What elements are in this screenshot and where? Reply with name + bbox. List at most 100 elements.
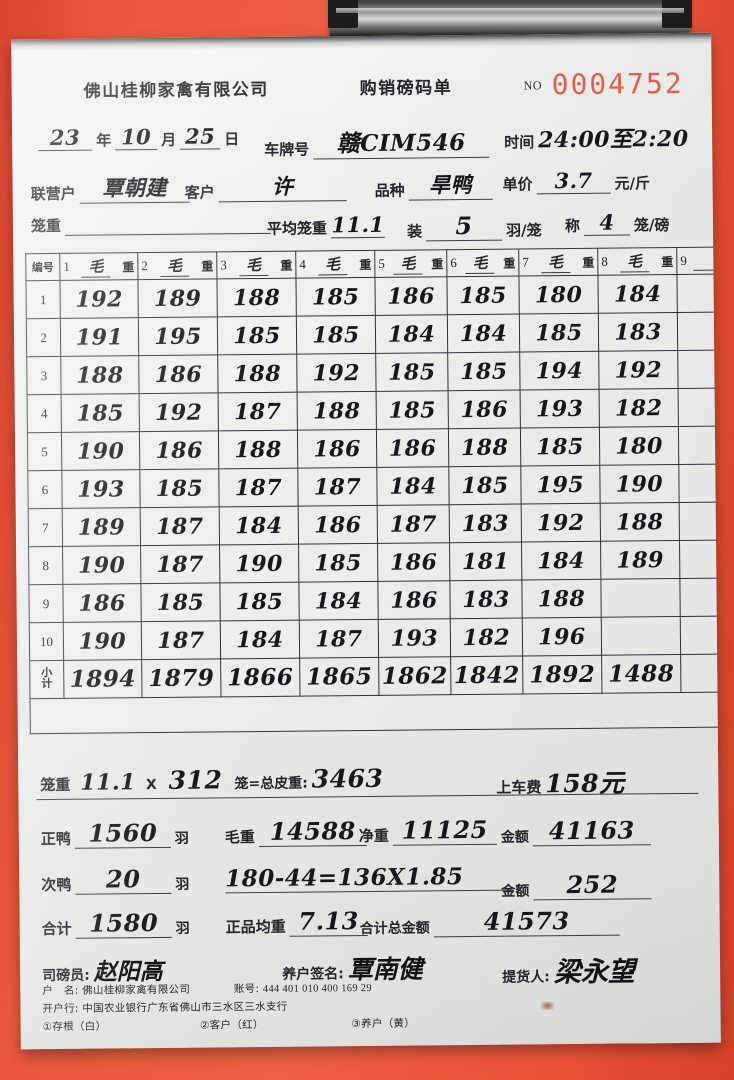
weight-cell[interactable]: 194	[519, 351, 600, 391]
weight-cell[interactable]: 184	[376, 466, 450, 506]
weight-cell[interactable]: 185	[375, 352, 449, 392]
time-value[interactable]: 24:00至2:20	[538, 125, 689, 154]
weight-cell[interactable]: 190	[61, 431, 140, 471]
avg-cage-value[interactable]: 11.1	[330, 211, 386, 239]
weight-cell[interactable]: 190	[219, 544, 299, 583]
table-empty-cell[interactable]	[29, 691, 721, 734]
weight-cell[interactable]: 180	[599, 426, 679, 466]
weight-cell[interactable]: 185	[61, 393, 140, 433]
weight-cell[interactable]: 193	[520, 389, 600, 429]
weight-cell[interactable]	[600, 578, 681, 618]
weight-cell[interactable]: 190	[62, 545, 141, 585]
weight-cell[interactable]: 188	[218, 430, 298, 469]
date-day-value[interactable]: 25	[180, 123, 221, 150]
grand-total-value[interactable]: 41573	[433, 905, 620, 938]
weight-cell[interactable]: 192	[598, 350, 679, 390]
partner-value[interactable]: 覃朝建	[79, 171, 190, 204]
weight-cell[interactable]: 187	[299, 619, 379, 659]
weight-cell[interactable]: 192	[296, 353, 377, 393]
weight-cell[interactable]: 185	[219, 582, 300, 621]
weight-cell[interactable]: 185	[376, 390, 449, 430]
weight-cell[interactable]: 184	[597, 274, 678, 314]
date-month-value[interactable]: 10	[115, 123, 158, 151]
weight-cell[interactable]: 195	[520, 465, 601, 505]
weight-cell[interactable]: 191	[60, 317, 139, 357]
weight-cell[interactable]: 184	[375, 314, 448, 354]
plate-value[interactable]: 赣CIM546	[313, 122, 490, 160]
weight-cell[interactable]: 186	[297, 429, 377, 469]
cage-unit-weight[interactable]: 11.1	[80, 769, 137, 796]
weight-cell[interactable]	[678, 425, 721, 465]
receiver-signature[interactable]: 梁永望	[553, 956, 635, 989]
weight-cell[interactable]: 183	[598, 312, 678, 352]
good-duck-value[interactable]: 1560	[74, 817, 171, 849]
weight-cell[interactable]: 185	[140, 582, 221, 622]
weight-cell[interactable]: 189	[137, 278, 218, 318]
weight-cell[interactable]: 188	[448, 428, 521, 467]
weigh-value[interactable]: 4	[583, 209, 631, 236]
weight-cell[interactable]: 181	[449, 542, 522, 581]
weight-cell[interactable]: 180	[518, 275, 599, 315]
weight-cell[interactable]: 187	[297, 467, 378, 507]
weight-cell[interactable]: 185	[446, 276, 520, 315]
price-value[interactable]: 3.7	[536, 167, 611, 195]
amount-value[interactable]: 41163	[532, 815, 651, 847]
load-value[interactable]: 5	[425, 210, 503, 242]
weight-cell[interactable]: 192	[521, 503, 601, 543]
weight-cell[interactable]: 185	[296, 315, 376, 355]
weight-cell[interactable]: 186	[376, 428, 449, 468]
weight-cell[interactable]: 189	[62, 507, 141, 547]
weight-cell[interactable]: 186	[377, 542, 450, 582]
weight-cell[interactable]: 186	[374, 276, 448, 316]
weight-cell[interactable]: 187	[140, 506, 220, 546]
weight-cell[interactable]	[679, 501, 721, 541]
weight-cell[interactable]: 196	[522, 617, 602, 657]
weight-cell[interactable]: 190	[599, 464, 680, 504]
net-value[interactable]: 11125	[392, 814, 497, 846]
weight-cell[interactable]: 186	[298, 505, 378, 545]
weight-cell[interactable]	[678, 463, 721, 503]
weight-cell[interactable]: 187	[218, 468, 299, 507]
date-year-value[interactable]: 23	[37, 124, 93, 152]
weight-cell[interactable]: 188	[217, 354, 298, 393]
weight-cell[interactable]: 184	[298, 581, 379, 621]
weight-cell[interactable]: 185	[447, 352, 521, 391]
weight-cell[interactable]: 185	[139, 468, 220, 508]
weight-cell[interactable]: 188	[216, 278, 297, 317]
weight-cell[interactable]	[679, 577, 721, 617]
weight-cell[interactable]: 184	[521, 541, 601, 581]
cage-count[interactable]: 312	[168, 765, 223, 795]
weight-cell[interactable]: 186	[138, 354, 219, 394]
weight-cell[interactable]: 187	[140, 544, 220, 584]
weight-cell[interactable]: 185	[217, 316, 297, 355]
breed-value[interactable]: 旱鸭	[408, 168, 493, 201]
weight-cell[interactable]	[678, 387, 721, 427]
weight-cell[interactable]: 185	[519, 313, 599, 353]
bad-duck-value[interactable]: 20	[75, 863, 172, 895]
weight-cell[interactable]: 186	[448, 390, 521, 429]
weight-cell[interactable]: 183	[449, 504, 522, 543]
weight-cell[interactable]: 192	[139, 392, 219, 432]
weight-cell[interactable]: 193	[61, 469, 141, 509]
weight-cell[interactable]: 182	[599, 388, 679, 428]
customer-value[interactable]: 许	[218, 170, 347, 203]
weight-cell[interactable]: 186	[139, 430, 219, 470]
weight-cell[interactable]: 185	[448, 466, 522, 505]
weight-cell[interactable]: 185	[298, 543, 378, 583]
weight-cell[interactable]: 187	[218, 392, 298, 431]
weight-cell[interactable]	[679, 539, 721, 579]
cage-weight-value[interactable]	[65, 232, 272, 236]
weight-cell[interactable]: 193	[378, 618, 451, 658]
weight-cell[interactable]: 185	[520, 427, 600, 467]
total-value[interactable]: 1580	[75, 907, 172, 939]
weight-cell[interactable]: 192	[59, 279, 139, 319]
weight-cell[interactable]: 189	[600, 540, 680, 580]
weight-cell[interactable]: 185	[295, 277, 376, 317]
weight-cell[interactable]: 186	[377, 580, 451, 620]
bad-amount-value[interactable]: 252	[533, 869, 652, 901]
total-tare-value[interactable]: 3463	[311, 763, 384, 794]
weight-cell[interactable]: 188	[60, 355, 140, 395]
weight-cell[interactable]: 184	[220, 620, 300, 659]
weight-cell[interactable]: 186	[62, 583, 142, 623]
weight-cell[interactable]: 188	[521, 579, 602, 619]
